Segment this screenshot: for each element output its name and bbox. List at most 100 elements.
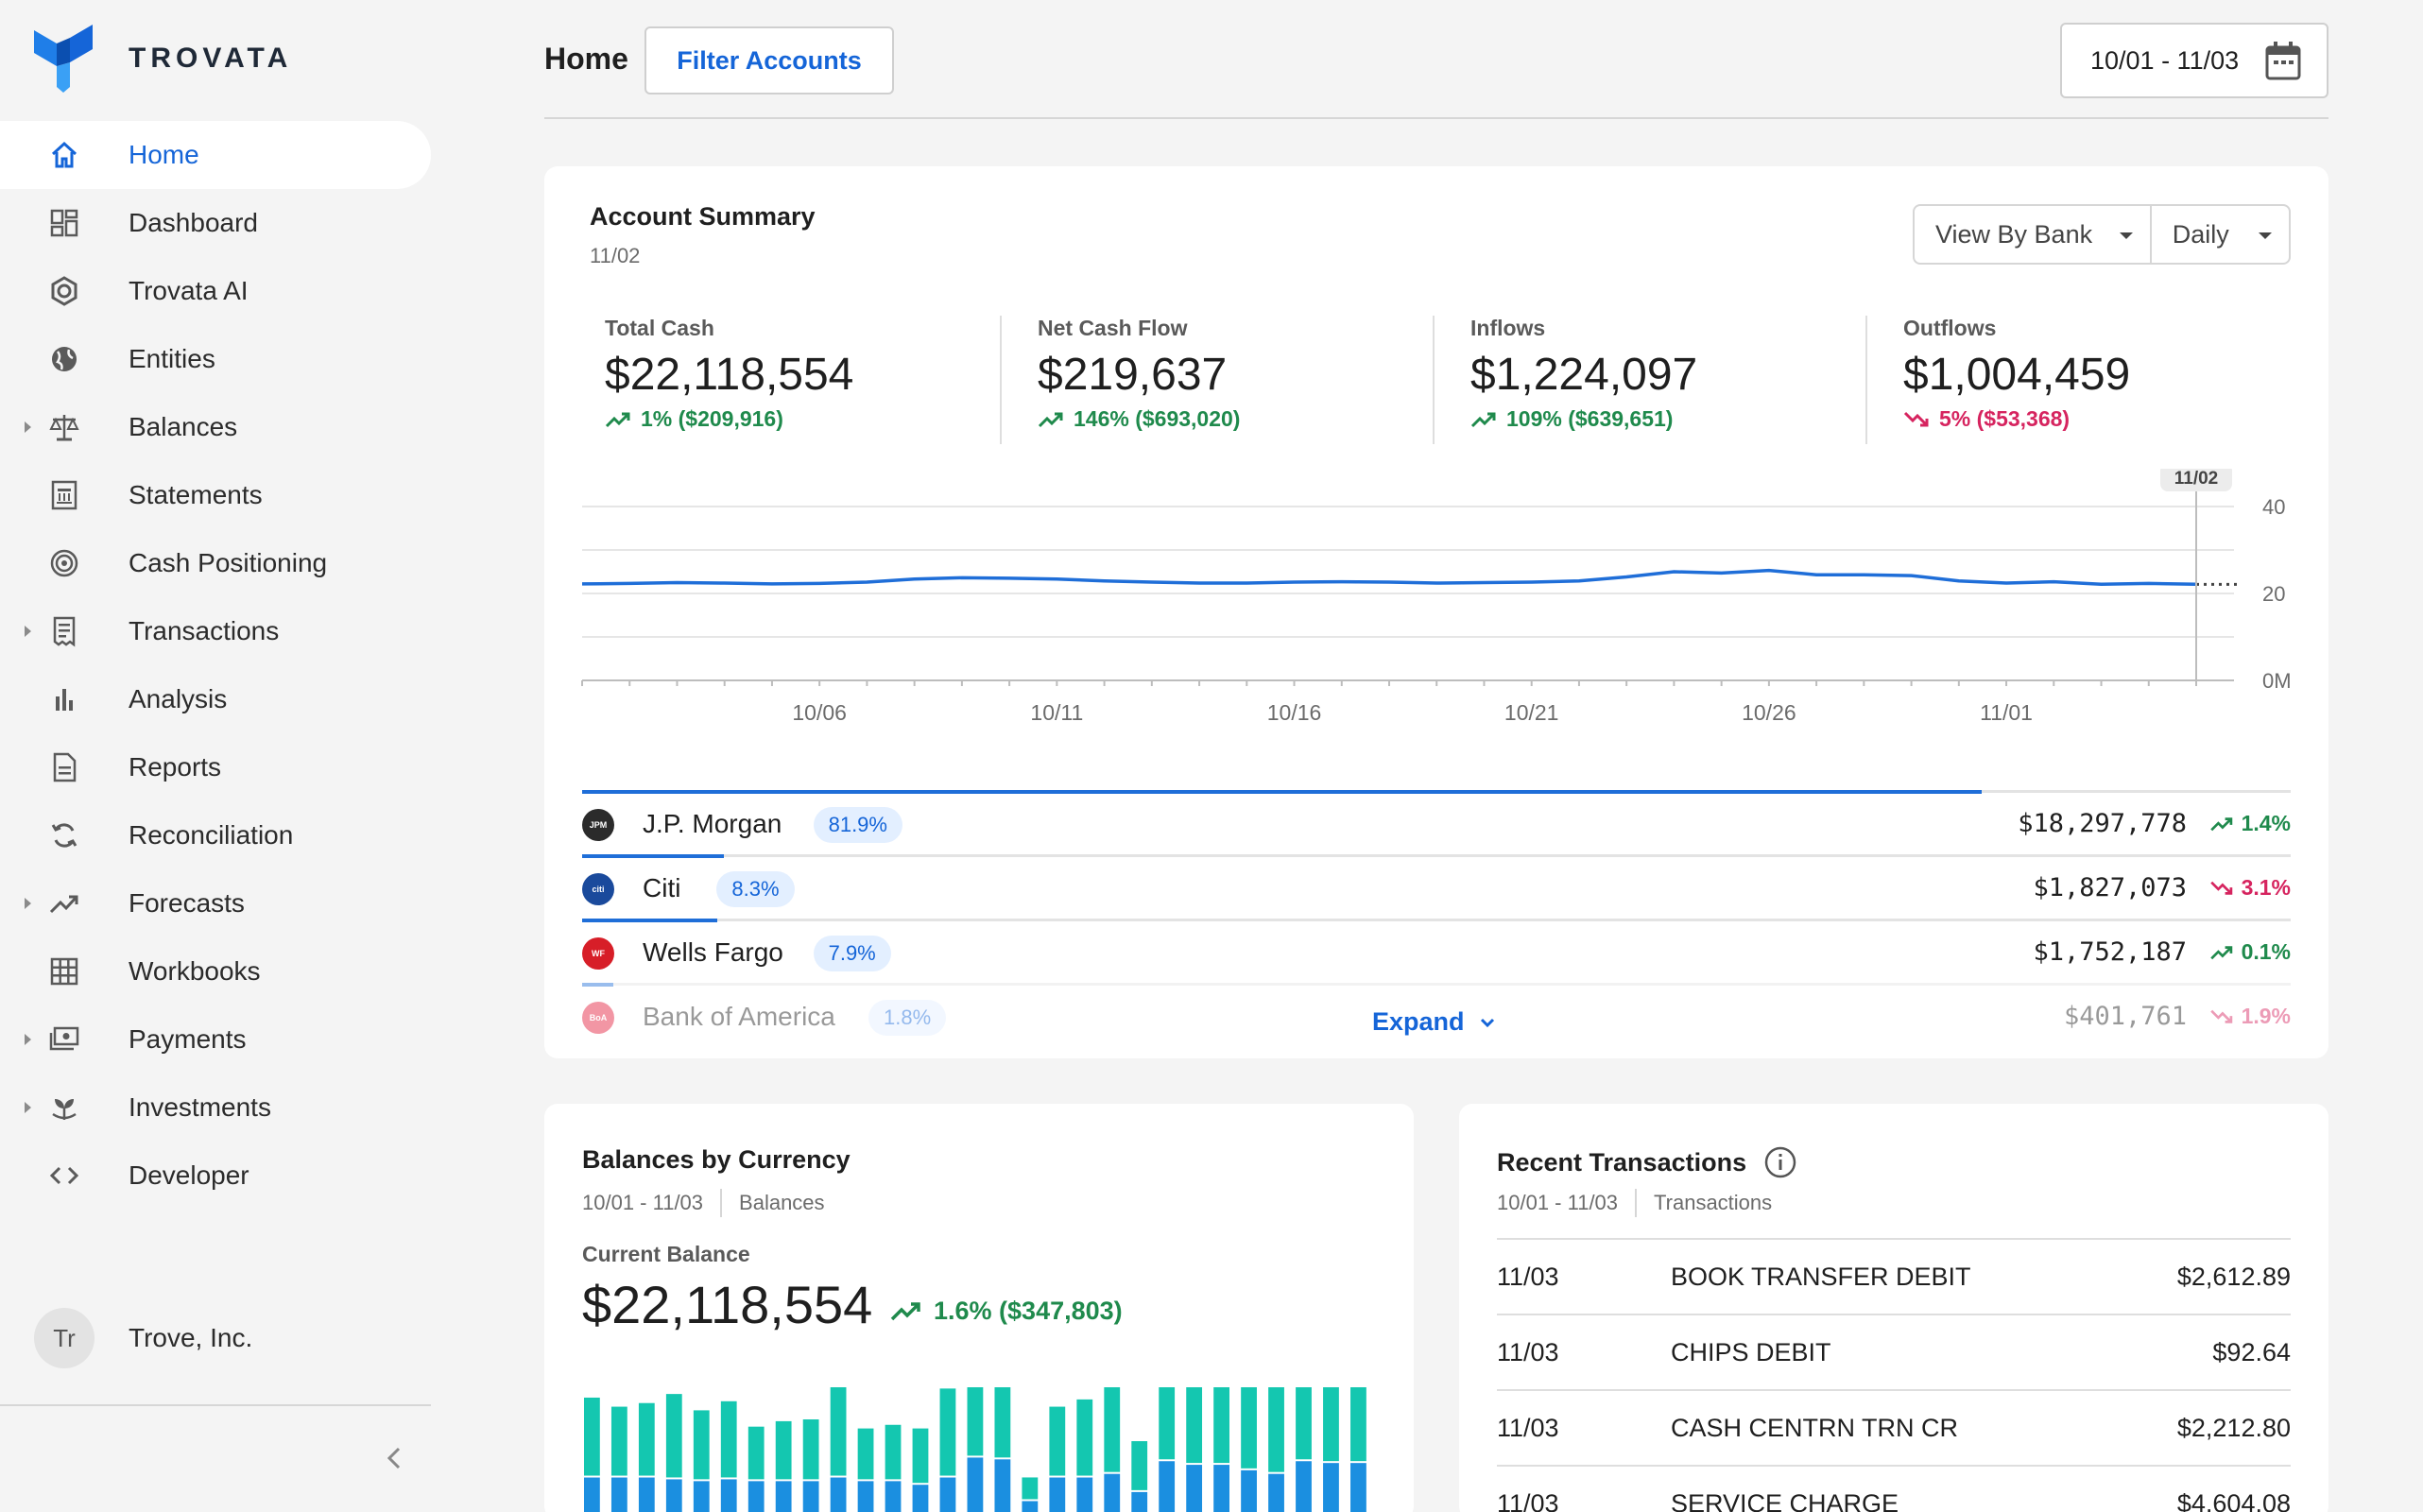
table-row[interactable]: 11/03 SERVICE CHARGE $4,604.08 bbox=[1497, 1465, 2291, 1512]
sidebar-item-label: Cash Positioning bbox=[129, 548, 328, 577]
expand-caret-icon[interactable] bbox=[25, 1102, 31, 1113]
transaction-amount: $2,212.80 bbox=[2176, 1414, 2291, 1442]
sidebar-item-investments[interactable]: Investments bbox=[0, 1074, 431, 1142]
bank-delta: 0.1% bbox=[2209, 939, 2291, 965]
sidebar-item-developer[interactable]: Developer bbox=[0, 1142, 431, 1210]
currency-bar-segment bbox=[584, 1477, 600, 1512]
currency-bar-segment bbox=[1268, 1387, 1284, 1472]
currency-card-title: Balances by Currency bbox=[582, 1145, 851, 1174]
sidebar-item-cash-positioning[interactable]: Cash Positioning bbox=[0, 529, 431, 597]
currency-bar-segment bbox=[1186, 1465, 1203, 1512]
filter-accounts-button[interactable]: Filter Accounts bbox=[644, 26, 894, 94]
table-row[interactable]: 11/03 CASH CENTRN TRN CR $2,212.80 bbox=[1497, 1389, 2291, 1465]
hover-marker-badge bbox=[2160, 469, 2232, 491]
currency-bar-segment bbox=[1296, 1387, 1312, 1460]
transactions-range: 10/01 - 11/03 bbox=[1497, 1191, 1619, 1214]
current-balance-value: $22,118,554 bbox=[582, 1275, 873, 1334]
sidebar-item-reconciliation[interactable]: Reconciliation bbox=[0, 801, 431, 869]
table-row[interactable]: 11/03 CHIPS DEBIT $92.64 bbox=[1497, 1314, 2291, 1389]
bank-name: Bank of America bbox=[643, 1002, 835, 1031]
kpi-total-cash: Total Cash $22,118,554 1% ($209,916) bbox=[605, 316, 853, 444]
bank-name: Citi bbox=[643, 873, 681, 902]
currency-bar-segment bbox=[912, 1428, 929, 1484]
sidebar-divider bbox=[0, 1404, 431, 1406]
bank-share-badge: 1.8% bbox=[868, 1000, 947, 1036]
kpi-delta: 109% ($639,651) bbox=[1470, 406, 1697, 432]
sidebar-item-label: Trovata AI bbox=[129, 276, 249, 305]
transactions-card-subtitle: 10/01 - 11/03 Transactions bbox=[1497, 1189, 1772, 1217]
sidebar-item-statements[interactable]: Statements bbox=[0, 461, 431, 529]
brand-name: TROVATA bbox=[129, 43, 293, 74]
trend-up-icon bbox=[2209, 945, 2232, 959]
collapse-sidebar-button[interactable] bbox=[378, 1442, 410, 1474]
currency-bar-segment bbox=[994, 1387, 1011, 1458]
bank-share-track bbox=[582, 983, 2291, 986]
sidebar-item-label: Reports bbox=[129, 752, 222, 782]
kpi-value: $219,637 bbox=[1038, 350, 1228, 400]
currency-bar-segment bbox=[857, 1481, 874, 1512]
kpi-delta-text: 5% ($53,368) bbox=[1939, 406, 2071, 431]
sidebar-item-label: Payments bbox=[129, 1024, 247, 1054]
bank-row[interactable]: BoA Bank of America 1.8% $401,761 1.9% bbox=[582, 983, 2291, 1047]
table-row[interactable]: 11/03 BOOK TRANSFER DEBIT $2,612.89 bbox=[1497, 1238, 2291, 1314]
sidebar-item-label: Entities bbox=[129, 344, 215, 373]
sidebar-item-label: Home bbox=[129, 140, 199, 169]
currency-tag: Balances bbox=[739, 1191, 825, 1214]
target-icon bbox=[47, 546, 81, 580]
view-by-dropdown[interactable]: View By Bank bbox=[1915, 206, 2152, 263]
currency-bar-segment bbox=[1104, 1387, 1121, 1472]
expand-banks-button[interactable]: Expand bbox=[1372, 1007, 1495, 1037]
sidebar-item-home[interactable]: Home bbox=[0, 121, 431, 189]
ai-icon bbox=[47, 274, 81, 308]
trovata-logo-icon bbox=[34, 25, 93, 93]
currency-bar-segment bbox=[638, 1477, 655, 1512]
bank-row[interactable]: WF Wells Fargo 7.9% $1,752,187 0.1% bbox=[582, 919, 2291, 983]
expand-caret-icon[interactable] bbox=[25, 626, 31, 637]
sidebar-item-entities[interactable]: Entities bbox=[0, 325, 431, 393]
bank-share-bar bbox=[582, 854, 725, 858]
org-switcher[interactable]: Tr Trove, Inc. bbox=[34, 1308, 252, 1368]
interval-dropdown[interactable]: Daily bbox=[2152, 206, 2289, 263]
sidebar-item-payments[interactable]: Payments bbox=[0, 1005, 431, 1074]
brand-logo[interactable]: TROVATA bbox=[34, 25, 292, 93]
plant-icon bbox=[47, 1091, 81, 1125]
sidebar-item-analysis[interactable]: Analysis bbox=[0, 665, 431, 733]
currency-bar-segment bbox=[939, 1477, 956, 1512]
currency-bar-segment bbox=[1076, 1399, 1093, 1476]
sidebar-item-label: Workbooks bbox=[129, 956, 261, 986]
transaction-description: BOOK TRANSFER DEBIT bbox=[1671, 1263, 1971, 1291]
currency-bar-segment bbox=[1186, 1387, 1203, 1464]
bank-row[interactable]: citi Citi 8.3% $1,827,073 3.1% bbox=[582, 854, 2291, 919]
sidebar-item-reports[interactable]: Reports bbox=[0, 733, 431, 801]
kpi-label: Inflows bbox=[1470, 316, 1546, 340]
sidebar-item-balances[interactable]: Balances bbox=[0, 393, 431, 461]
sidebar-item-forecasts[interactable]: Forecasts bbox=[0, 869, 431, 937]
bank-logo-icon: WF bbox=[582, 937, 614, 970]
bank-row[interactable]: JPM J.P. Morgan 81.9% $18,297,778 1.4% bbox=[582, 790, 2291, 854]
expand-caret-icon[interactable] bbox=[25, 898, 31, 909]
info-icon[interactable] bbox=[1763, 1145, 1797, 1179]
currency-bar-segment bbox=[720, 1400, 737, 1478]
currency-bar-segment bbox=[610, 1477, 627, 1512]
currency-bar-segment bbox=[638, 1402, 655, 1476]
currency-bar-segment bbox=[665, 1394, 682, 1478]
date-range-picker[interactable]: 10/01 - 11/03 bbox=[2060, 23, 2328, 98]
sidebar-item-dashboard[interactable]: Dashboard bbox=[0, 189, 431, 257]
transaction-amount: $92.64 bbox=[2212, 1338, 2291, 1366]
trend-down-icon bbox=[2209, 881, 2232, 895]
expand-caret-icon[interactable] bbox=[25, 1034, 31, 1045]
bank-share-badge: 8.3% bbox=[716, 871, 795, 907]
currency-bar-segment bbox=[1159, 1387, 1176, 1460]
current-balance-delta: 1.6% ($347,803) bbox=[890, 1297, 1123, 1326]
transactions-table: 11/03 BOOK TRANSFER DEBIT $2,612.89 11/03 CH… bbox=[1497, 1238, 2291, 1512]
expand-label: Expand bbox=[1372, 1007, 1465, 1036]
currency-bar-segment bbox=[1323, 1387, 1339, 1462]
sidebar-item-trovata-ai[interactable]: Trovata AI bbox=[0, 257, 431, 325]
date-range-value: 10/01 - 11/03 bbox=[2090, 45, 2240, 75]
sidebar-item-transactions[interactable]: Transactions bbox=[0, 597, 431, 665]
sidebar-item-workbooks[interactable]: Workbooks bbox=[0, 937, 431, 1005]
trend-up-icon bbox=[2209, 816, 2232, 831]
bank-delta-text: 0.1% bbox=[2241, 939, 2291, 964]
currency-bar-segment bbox=[994, 1459, 1011, 1512]
expand-caret-icon[interactable] bbox=[25, 421, 31, 433]
